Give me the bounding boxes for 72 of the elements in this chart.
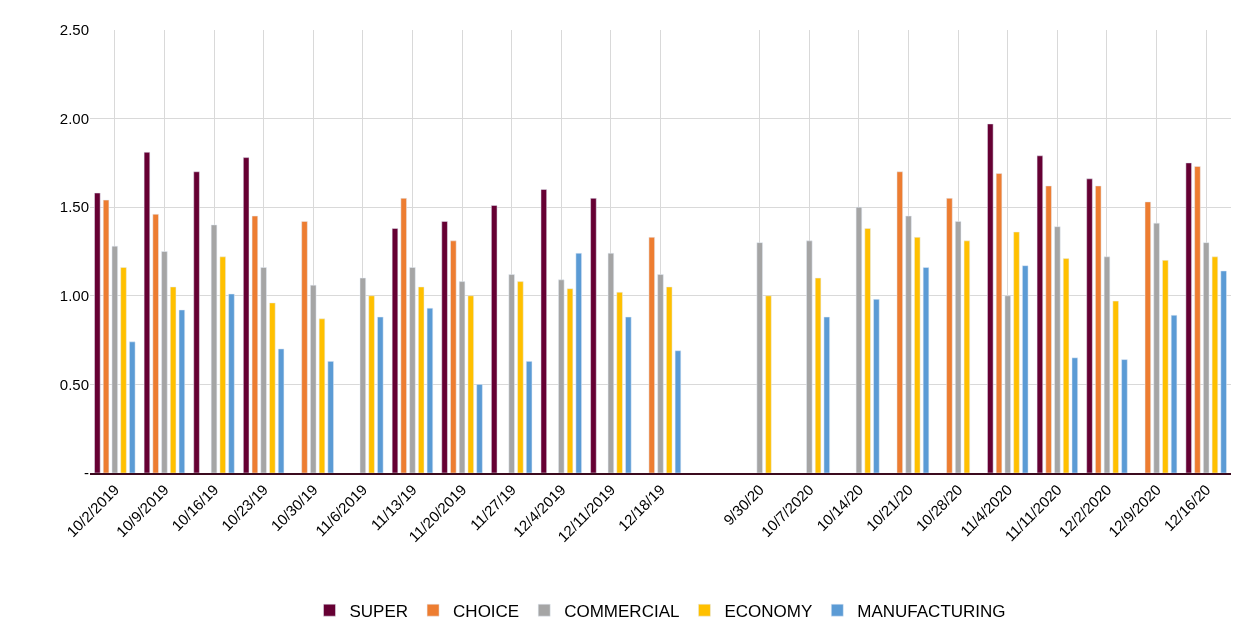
y-tick-label: - (84, 464, 89, 482)
bar (129, 341, 136, 473)
bar (517, 281, 524, 473)
bar (648, 237, 655, 473)
bar (120, 267, 127, 473)
y-tick-label: 0.50 (59, 375, 89, 393)
bar (1036, 155, 1043, 473)
bar (1086, 178, 1093, 473)
bar (987, 123, 994, 473)
bar (1045, 185, 1052, 473)
bar (765, 295, 772, 473)
y-tick-label: 1.50 (59, 198, 89, 216)
bar (409, 267, 416, 473)
bar (278, 348, 285, 473)
bar (476, 384, 483, 473)
bar (377, 316, 384, 473)
bar (526, 361, 533, 473)
legend-label: COMMERCIAL (564, 601, 680, 621)
bar (368, 295, 375, 473)
bar (327, 361, 334, 473)
bar (228, 293, 235, 473)
bar (855, 206, 863, 473)
bar (441, 221, 448, 473)
bar (922, 267, 930, 473)
bar (391, 228, 399, 473)
bar (269, 302, 276, 473)
bar (625, 316, 632, 473)
bar (946, 198, 953, 473)
bar (616, 292, 623, 473)
bar (905, 215, 912, 473)
bar (491, 205, 498, 473)
bar (450, 240, 457, 473)
bar (1170, 315, 1178, 473)
legend-label: SUPER (349, 601, 409, 621)
bar (161, 251, 168, 473)
bar (508, 274, 515, 473)
y-tick-label: 2.50 (59, 21, 89, 39)
bar (873, 299, 880, 473)
bar (1220, 270, 1227, 473)
y-tick-label: 1.00 (59, 287, 89, 305)
bar (1153, 222, 1160, 473)
bar (896, 171, 903, 473)
bar (1194, 166, 1201, 473)
bar (143, 152, 151, 473)
bar (607, 253, 614, 473)
bar (94, 192, 101, 473)
bar (1162, 260, 1169, 473)
bar (400, 198, 407, 473)
bar (1112, 300, 1119, 473)
bar (756, 242, 763, 473)
bar (590, 198, 597, 473)
bar (1185, 162, 1192, 473)
bar (1013, 231, 1020, 473)
legend-label: MANUFACTURING (857, 601, 1006, 621)
legend-label: CHOICE (453, 601, 520, 621)
bar (1054, 226, 1061, 473)
bar (260, 267, 267, 473)
y-tick-label: 2.00 (59, 109, 89, 127)
bar (359, 277, 366, 473)
bar (1121, 359, 1128, 473)
bar (558, 279, 565, 473)
bar (914, 237, 921, 473)
bar (657, 274, 664, 473)
bar (193, 171, 200, 473)
legend-label: ECONOMY (724, 601, 813, 621)
bar (1144, 201, 1151, 473)
bar (152, 214, 159, 473)
bar (301, 221, 308, 473)
bar (864, 228, 871, 473)
bar (806, 240, 813, 473)
bar (540, 189, 547, 473)
bar (1022, 265, 1029, 473)
